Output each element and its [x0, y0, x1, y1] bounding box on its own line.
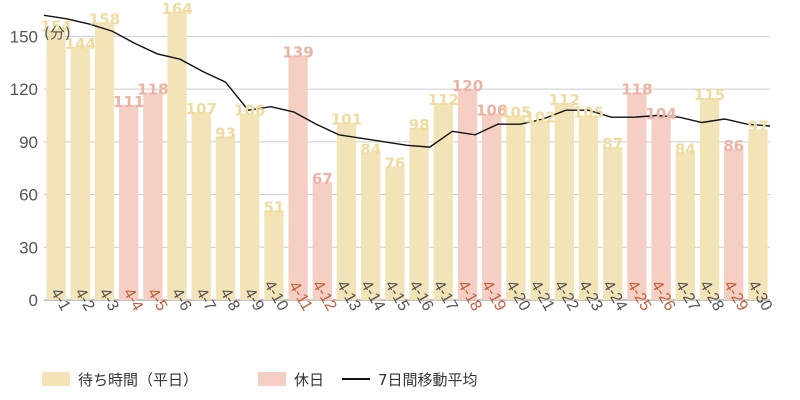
data-label: 67: [312, 170, 333, 188]
legend: 待ち時間（平日） 休日 7日間移動平均: [0, 366, 800, 392]
data-label: 111: [113, 93, 144, 111]
data-label: 118: [137, 81, 168, 99]
bar-4-21: [530, 120, 550, 301]
bar-4-13: [336, 122, 357, 300]
data-label: 102: [524, 109, 555, 127]
bar-4-23: [578, 115, 599, 300]
data-label: 97: [747, 118, 768, 136]
bar-4-11: [288, 55, 308, 301]
bar-4-9: [240, 113, 260, 301]
data-label: 84: [360, 140, 381, 158]
legend-swatch-average: [342, 378, 370, 380]
gridlines: [44, 35, 770, 301]
legend-item-average: 7日間移動平均: [342, 366, 478, 392]
y-tick-label: 0: [29, 291, 38, 310]
bar-4-10: [264, 210, 284, 300]
data-label: 101: [331, 110, 362, 128]
data-label: 105: [573, 103, 604, 121]
bar-4-30: [748, 129, 768, 300]
legend-item-weekday: 待ち時間（平日）: [42, 366, 198, 392]
bar-4-17: [433, 103, 453, 300]
bar-4-12: [312, 182, 332, 300]
y-tick-label: 120: [10, 80, 38, 99]
data-label: 107: [186, 100, 217, 118]
data-label: 139: [282, 44, 313, 62]
data-label: 164: [161, 0, 192, 18]
legend-swatch-weekday: [42, 372, 70, 386]
bar-4-18: [457, 89, 478, 300]
y-tick-label: 150: [10, 27, 38, 46]
legend-label-average: 7日間移動平均: [378, 370, 478, 389]
data-label: 112: [428, 91, 459, 109]
data-label: 106: [476, 102, 507, 120]
data-label: 158: [89, 10, 120, 28]
bar-4-16: [409, 127, 429, 301]
bar-4-24: [603, 147, 623, 300]
bar-4-29: [724, 148, 744, 300]
legend-item-holiday: 休日: [258, 366, 324, 392]
bar-4-3: [94, 22, 115, 300]
data-label: 51: [263, 198, 284, 216]
bar-4-8: [215, 136, 236, 300]
data-label: 154: [40, 17, 71, 35]
bar-4-26: [651, 117, 671, 300]
legend-label-holiday: 休日: [294, 370, 325, 389]
y-tick-label: 30: [19, 238, 38, 257]
bar-4-20: [506, 115, 526, 300]
data-label: 144: [65, 35, 96, 53]
data-label: 76: [384, 154, 405, 172]
data-label: 120: [452, 77, 483, 95]
bar-4-1: [46, 29, 66, 300]
bar-4-14: [361, 152, 381, 300]
y-tick-label: 60: [19, 186, 38, 205]
y-unit-label: (分): [44, 24, 71, 42]
bar-4-28: [699, 97, 720, 300]
bar-4-2: [70, 46, 90, 301]
data-label: 115: [694, 86, 725, 104]
legend-label-weekday: 待ち時間（平日）: [78, 370, 199, 389]
y-axis-ticks: 0 30 60 90 120 150: [10, 27, 38, 310]
data-label: 118: [621, 81, 652, 99]
data-label: 87: [602, 135, 623, 153]
data-label: 86: [723, 137, 744, 155]
bar-4-5: [143, 92, 163, 300]
data-label: 84: [675, 140, 696, 158]
bar-4-15: [385, 166, 405, 300]
y-tick-label: 90: [19, 133, 38, 152]
bar-4-27: [675, 152, 695, 300]
data-label: 112: [549, 91, 580, 109]
bar-4-7: [191, 111, 211, 300]
bar-4-22: [554, 103, 574, 300]
bar-4-19: [482, 113, 502, 301]
data-label: 106: [234, 102, 265, 120]
bar-4-25: [627, 92, 647, 300]
legend-swatch-holiday: [258, 372, 286, 386]
bar-4-4: [119, 104, 139, 300]
data-label: 93: [215, 125, 236, 143]
bars: [46, 11, 768, 301]
moving-average-series: [43, 14, 771, 148]
bar-4-6: [167, 11, 187, 301]
data-labels: 1541441581111181641079310651139671018476…: [40, 0, 768, 216]
moving-average-line: [43, 14, 771, 148]
data-label: 98: [409, 116, 430, 134]
data-label: 105: [500, 103, 531, 121]
data-label: 104: [645, 105, 676, 123]
